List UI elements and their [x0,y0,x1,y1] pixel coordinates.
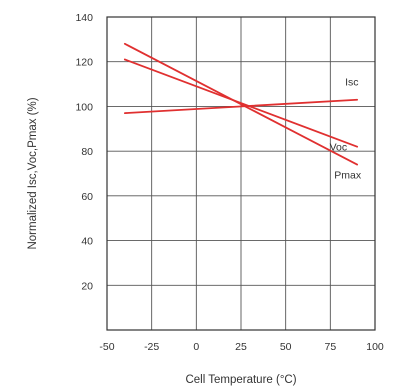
x-tick-label: 25 [235,341,247,353]
y-tick-label: 60 [81,191,93,203]
y-tick-label: 20 [81,280,93,292]
y-tick-label: 40 [81,236,93,248]
x-axis-label: Cell Temperature (°C) [185,374,296,386]
y-tick-label: 100 [75,101,93,113]
x-tick-label: 75 [324,341,336,353]
y-tick-label: 140 [75,12,93,24]
series-label-pmax: Pmax [334,170,362,182]
series-line-pmax [123,42,359,166]
y-axis-label: Normalized Isc,Voc,Pmax (%) [27,97,39,249]
y-tick-label: 80 [81,146,93,158]
x-tick-label: 50 [280,341,292,353]
x-tick-label: 0 [193,341,199,353]
plot-frame [106,16,376,331]
x-tick-label: -25 [144,341,159,353]
series-line-voc [123,58,359,148]
x-tick-label: -50 [99,341,114,353]
series-label-isc: Isc [345,77,358,89]
grid-lines [107,17,375,330]
x-tick-label: 100 [366,341,384,353]
series-label-voc: Voc [330,142,348,154]
series-lines [123,42,359,166]
series-labels: Isc Voc Pmax [330,77,362,182]
x-tick-labels: -50 -25 0 25 50 75 100 [99,341,384,353]
y-tick-labels: 20 40 60 80 100 120 140 [75,12,93,292]
y-tick-label: 120 [75,57,93,69]
series-line-isc [123,98,359,115]
